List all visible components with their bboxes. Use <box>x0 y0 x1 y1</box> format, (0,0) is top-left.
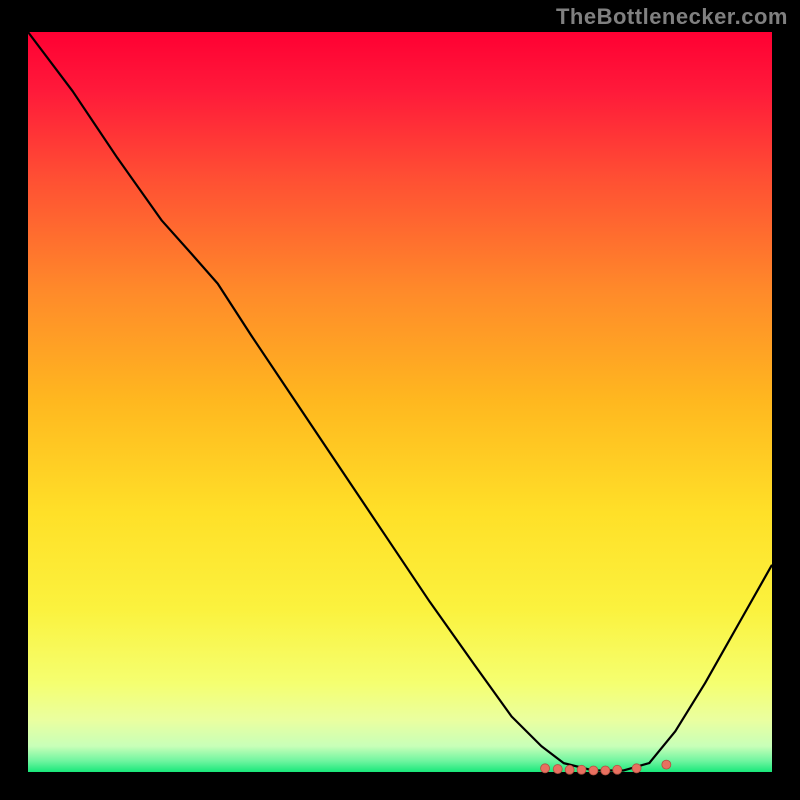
data-marker <box>565 765 574 774</box>
bottleneck-curve <box>28 32 772 771</box>
data-marker <box>662 760 671 769</box>
attribution-text: TheBottlenecker.com <box>556 4 788 30</box>
data-marker <box>541 764 550 773</box>
data-marker <box>632 764 641 773</box>
data-marker <box>589 766 598 775</box>
plot-area <box>28 32 772 772</box>
marker-group <box>541 760 671 775</box>
data-marker <box>553 765 562 774</box>
data-marker <box>613 765 622 774</box>
data-marker <box>601 766 610 775</box>
chart-svg <box>28 32 772 772</box>
data-marker <box>577 765 586 774</box>
